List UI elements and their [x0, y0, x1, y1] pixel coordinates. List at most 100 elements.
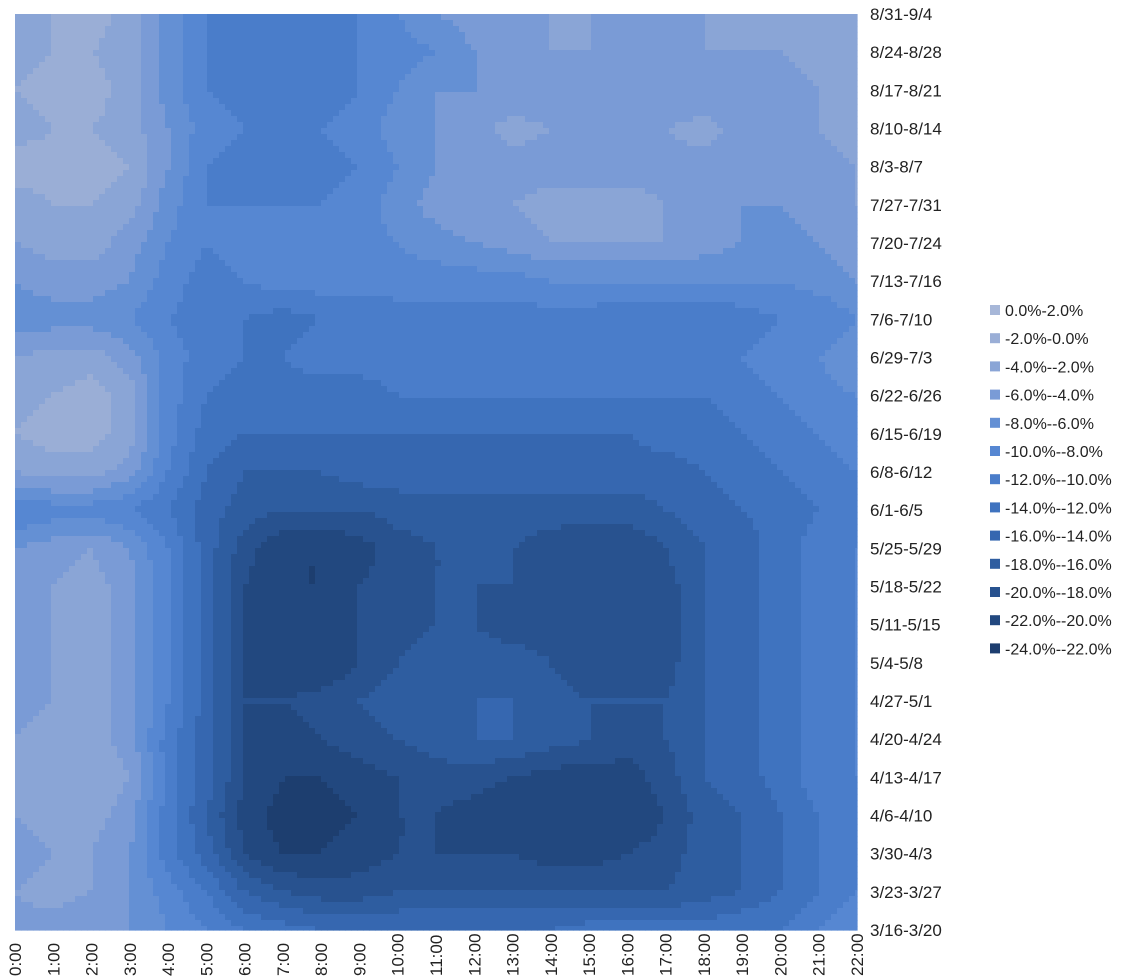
contour-cell	[33, 74, 40, 81]
contour-cell	[99, 92, 106, 99]
contour-cell	[813, 92, 820, 99]
contour-cell	[63, 20, 70, 27]
contour-cell	[783, 38, 790, 45]
contour-cell	[117, 122, 124, 129]
contour-cell	[501, 92, 508, 99]
contour-cell	[579, 26, 586, 33]
contour-cell	[291, 62, 298, 69]
contour-cell	[333, 74, 340, 81]
contour-cell	[429, 38, 436, 45]
contour-cell	[723, 98, 730, 105]
contour-cell	[837, 98, 844, 105]
contour-cell	[477, 20, 484, 27]
contour-cell	[129, 116, 136, 123]
contour-cell	[357, 62, 364, 69]
contour-cell	[105, 92, 112, 99]
contour-cell	[87, 98, 94, 105]
contour-cell	[597, 80, 604, 87]
contour-cell	[51, 116, 58, 123]
contour-cell	[789, 38, 796, 45]
contour-cell	[45, 32, 52, 39]
contour-cell	[621, 110, 628, 117]
contour-cell	[429, 116, 436, 123]
contour-cell	[57, 44, 64, 51]
contour-cell	[87, 62, 94, 69]
contour-cell	[729, 56, 736, 63]
contour-cell	[573, 32, 580, 39]
contour-cell	[399, 110, 406, 117]
contour-cell	[519, 32, 526, 39]
contour-cell	[507, 80, 514, 87]
contour-cell	[273, 44, 280, 51]
contour-cell	[351, 92, 358, 99]
contour-cell	[663, 56, 670, 63]
contour-cell	[747, 50, 754, 57]
contour-cell	[87, 116, 94, 123]
contour-cell	[291, 26, 298, 33]
contour-cell	[297, 86, 304, 93]
contour-cell	[513, 14, 520, 21]
contour-cell	[195, 32, 202, 39]
contour-cell	[705, 56, 712, 63]
contour-cell	[855, 80, 858, 87]
contour-cell	[249, 56, 256, 63]
contour-cell	[33, 80, 40, 87]
contour-cell	[279, 62, 286, 69]
contour-cell	[807, 104, 814, 111]
contour-cell	[729, 98, 736, 105]
contour-cell	[291, 92, 298, 99]
contour-cell	[495, 80, 502, 87]
contour-cell	[471, 44, 478, 51]
contour-cell	[831, 38, 838, 45]
contour-cell	[753, 98, 760, 105]
contour-cell	[849, 20, 856, 27]
contour-cell	[321, 104, 328, 111]
contour-cell	[459, 26, 466, 33]
contour-cell	[687, 86, 694, 93]
contour-cell	[57, 116, 64, 123]
contour-cell	[225, 14, 232, 21]
contour-cell	[57, 98, 64, 105]
contour-cell	[795, 86, 802, 93]
contour-cell	[339, 32, 346, 39]
contour-cell	[465, 14, 472, 21]
contour-cell	[663, 44, 670, 51]
contour-cell	[87, 110, 94, 117]
contour-cell	[489, 50, 496, 57]
contour-cell	[705, 32, 712, 39]
contour-cell	[663, 74, 670, 81]
contour-cell	[429, 14, 436, 21]
contour-cell	[765, 80, 772, 87]
contour-cell	[735, 62, 742, 69]
contour-cell	[543, 56, 550, 63]
contour-cell	[39, 14, 46, 21]
contour-cell	[801, 86, 808, 93]
contour-cell	[477, 116, 484, 123]
contour-cell	[381, 62, 388, 69]
contour-cell	[429, 26, 436, 33]
contour-cell	[801, 110, 808, 117]
contour-cell	[183, 74, 190, 81]
contour-cell	[231, 26, 238, 33]
contour-cell	[765, 38, 772, 45]
contour-cell	[705, 14, 712, 21]
contour-cell	[789, 86, 796, 93]
contour-cell	[411, 14, 418, 21]
contour-cell	[579, 50, 586, 57]
contour-cell	[789, 116, 796, 123]
contour-cell	[855, 98, 858, 105]
contour-cell	[81, 110, 88, 117]
contour-cell	[459, 56, 466, 63]
contour-cell	[789, 56, 796, 63]
contour-cell	[189, 122, 196, 129]
contour-cell	[135, 50, 142, 57]
contour-cell	[585, 80, 592, 87]
contour-cell	[717, 92, 724, 99]
contour-cell	[171, 110, 178, 117]
contour-cell	[615, 98, 622, 105]
contour-cell	[477, 98, 484, 105]
contour-cell	[123, 68, 130, 75]
contour-cell	[711, 44, 718, 51]
contour-cell	[735, 44, 742, 51]
contour-cell	[711, 32, 718, 39]
